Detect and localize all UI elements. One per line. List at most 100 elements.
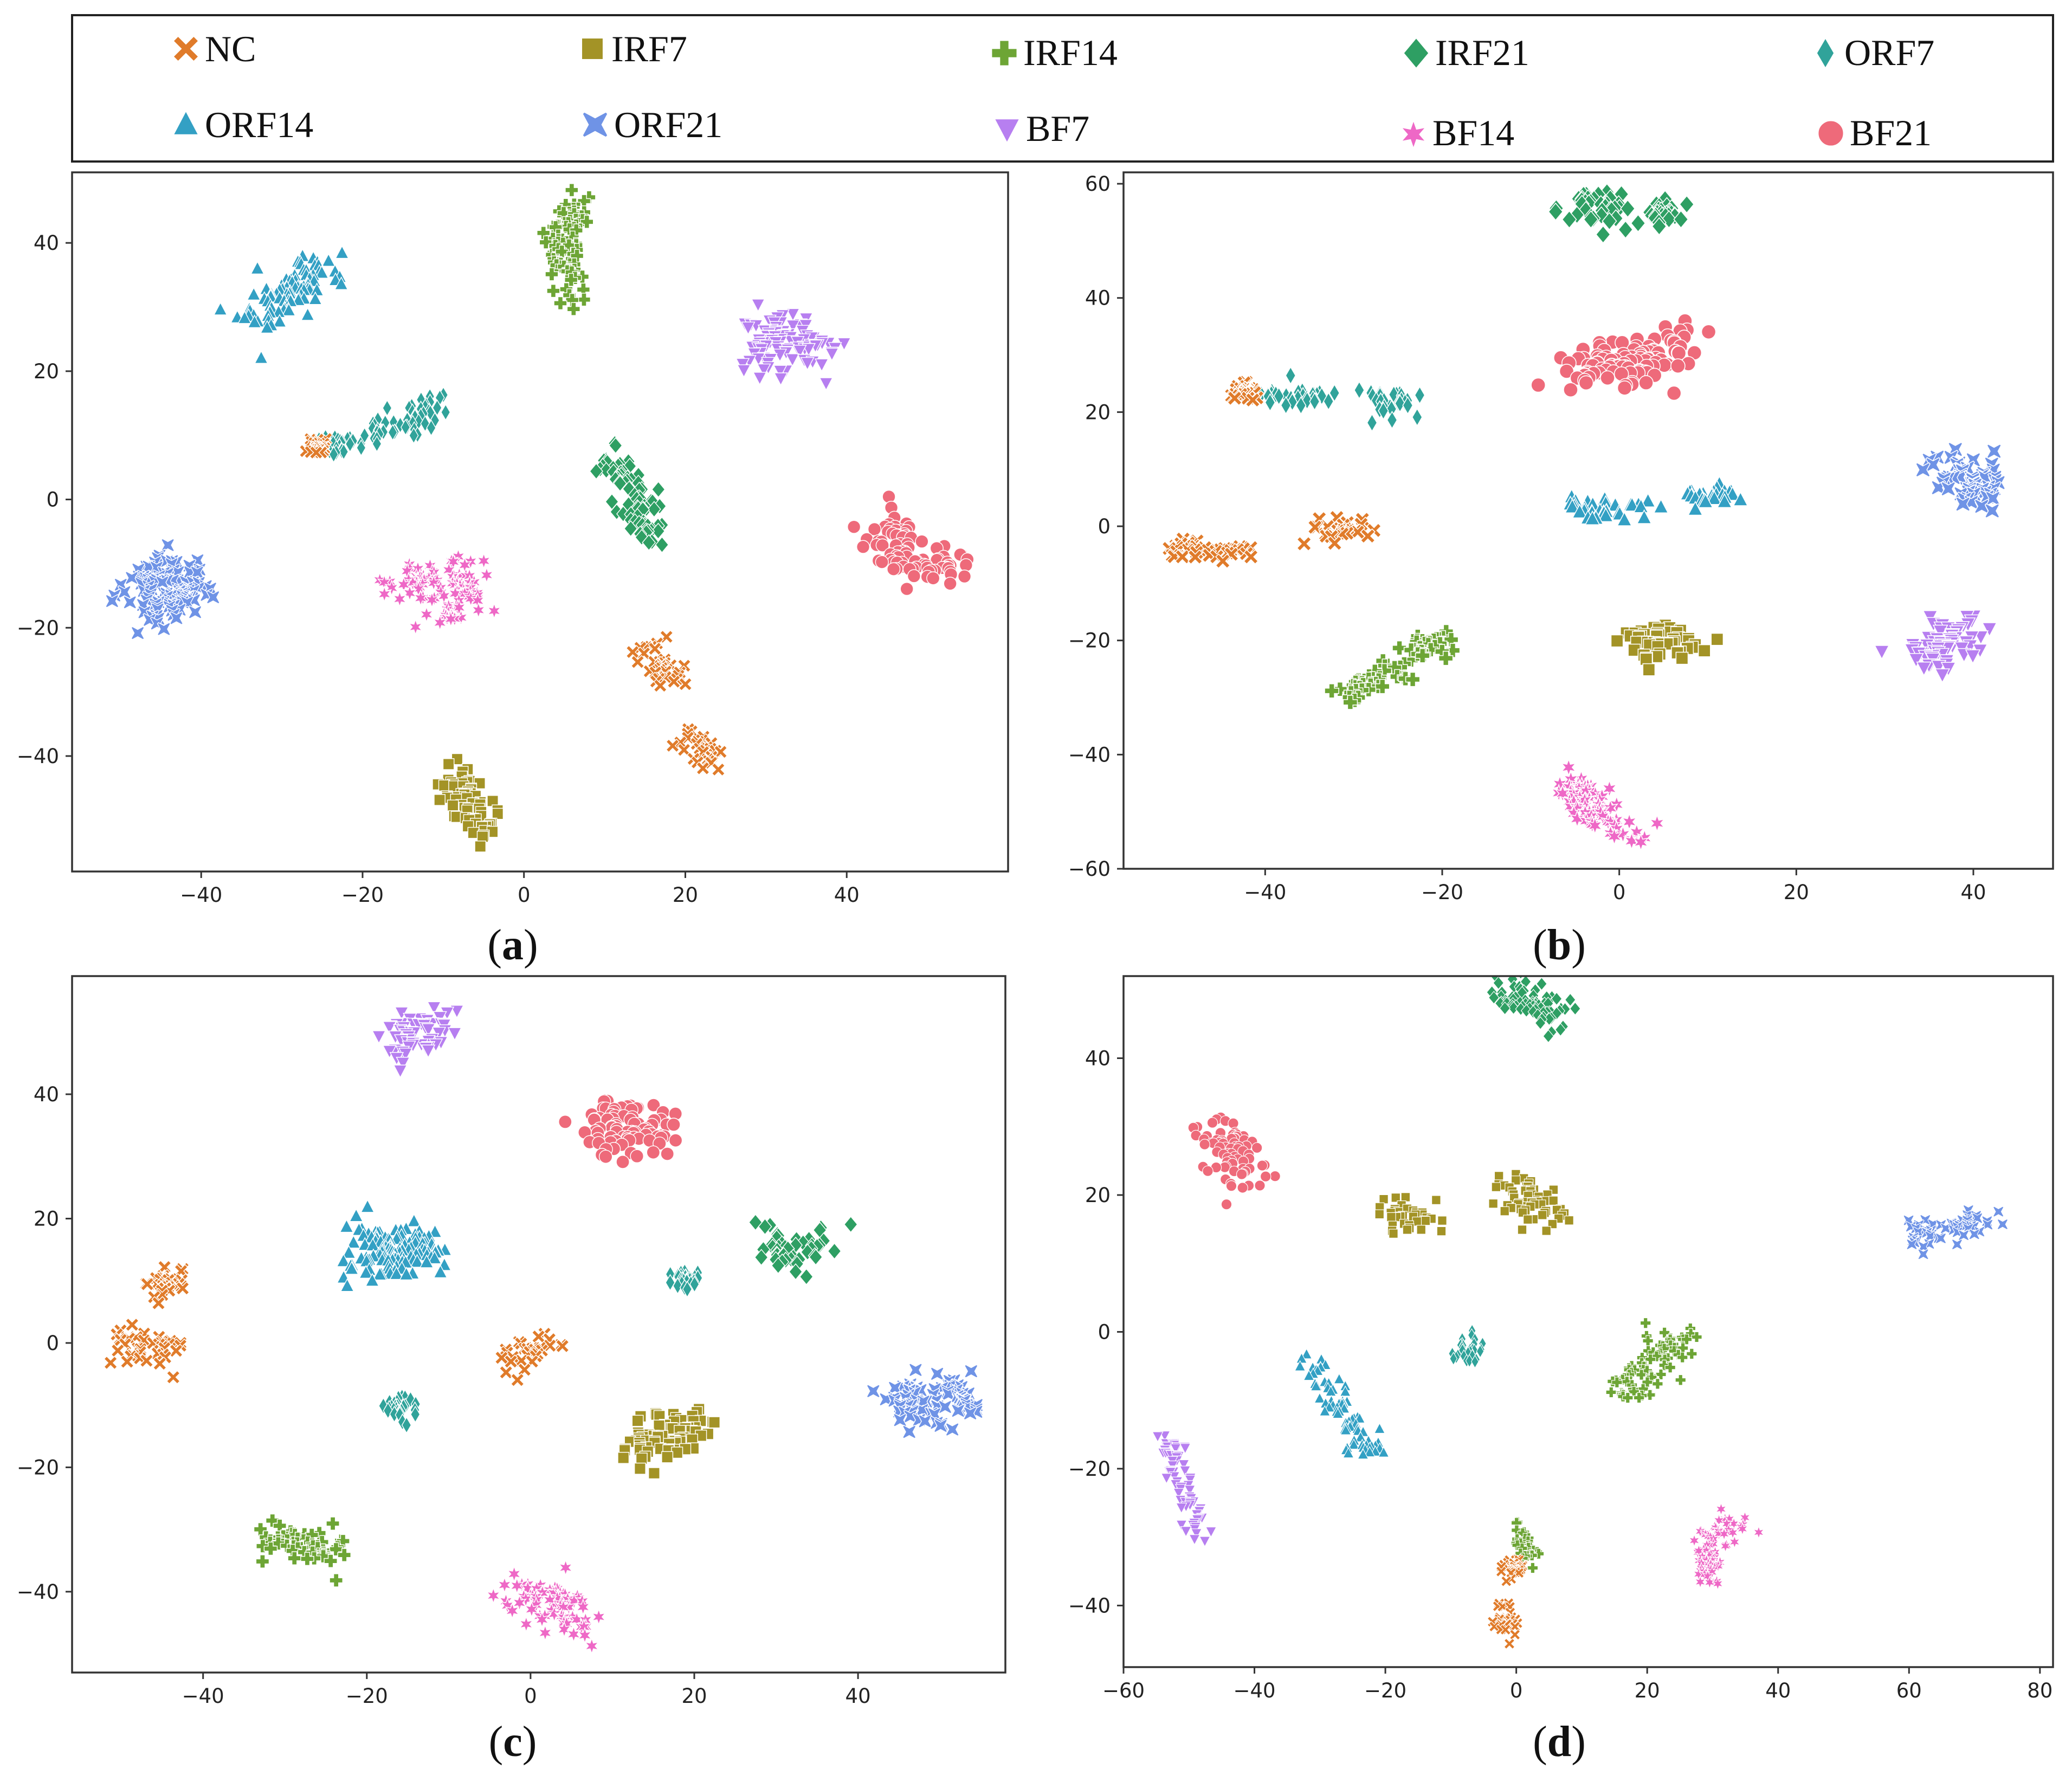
point-bf14 [1560,758,1577,777]
legend-item-nc: NC [171,28,256,69]
legend-symbol-orf21 [581,111,609,139]
legend-label-orf21: ORF21 [614,104,722,145]
point-nc [678,677,693,692]
cluster-bf7 [735,299,851,391]
point-irf21 [589,463,603,480]
point-irf21 [1542,1029,1554,1043]
panel-d-axes-frame [1122,975,2054,1668]
point-irf14 [326,1516,340,1531]
point-irf14 [256,1539,270,1553]
point-orf14 [410,1254,424,1268]
point-irf14 [1677,1342,1689,1354]
point-orf7 [673,1277,683,1295]
cluster-orf14 [1563,488,1669,526]
point-bf21 [1206,1117,1218,1128]
point-bf21 [1260,1171,1271,1182]
point-orf14 [308,291,322,305]
point-irf14 [1639,1317,1651,1329]
panel-b-caption: (b) [1533,921,1586,969]
point-bf14 [426,574,442,592]
cluster-nc [625,630,693,693]
point-irf7 [1537,1210,1547,1220]
point-orf21 [169,611,184,625]
point-orf14 [247,287,261,301]
legend-item-bf21: BF21 [1817,112,1932,153]
point-orf14 [1564,498,1580,514]
x-tick-label: −40 [1234,1679,1276,1702]
legend-frame [71,14,2054,163]
y-tick-label: −40 [17,1580,59,1604]
point-bf14 [566,1625,582,1643]
point-bf14 [1586,816,1603,835]
point-irf14 [1681,1333,1693,1345]
point-orf14 [1716,493,1733,508]
point-irf14 [564,273,578,287]
cluster-bf7 [1152,1430,1217,1547]
point-orf7 [1386,410,1398,430]
point-orf14 [237,310,252,324]
legend-marker-nc [171,34,201,63]
cluster-nc [103,1318,188,1385]
point-orf14 [336,1253,351,1267]
point-nc [648,642,662,656]
point-irf14 [1403,642,1419,658]
point-irf21 [754,1249,769,1266]
point-bf7 [1205,1526,1217,1538]
cluster-nc [1495,1553,1528,1587]
point-nc [1360,528,1376,544]
point-bf21 [1228,1118,1239,1129]
cluster-irf21 [1642,190,1695,236]
point-irf21 [647,501,661,518]
point-nc [1509,1629,1521,1641]
panel-a-caption: (a) [487,921,538,969]
point-nc [139,1353,154,1368]
point-bf7 [1173,1488,1185,1499]
panel-a: −40 −20 0 20 40 −40 −20 0 20 40 (a) [17,171,1009,969]
point-orf14 [1373,1422,1386,1434]
point-irf7 [634,1462,646,1475]
point-bf14 [577,1626,592,1644]
point-bf14 [1554,784,1571,803]
point-orf14 [272,314,287,327]
x-tick-label: 0 [518,883,531,907]
x-tick-label: 80 [2027,1679,2052,1702]
panel-d-caption: (d) [1533,1718,1586,1766]
legend-marker-bf21 [1817,119,1845,147]
point-bf7 [1184,1475,1196,1486]
point-orf14 [427,1250,442,1264]
panel-c: −40 −20 0 20 40 −40 −20 0 20 40 (c) [17,975,1006,1766]
point-irf14 [271,1536,286,1551]
legend-item-orf14: ORF14 [171,104,313,145]
point-orf7 [345,435,356,453]
point-irf14 [1658,1359,1670,1371]
point-irf7 [631,1415,644,1427]
cluster-irf7 [1610,618,1724,676]
cluster-bf21 [1531,313,1716,401]
legend-label-bf7: BF7 [1026,108,1089,149]
point-irf14 [1644,1389,1656,1401]
point-bf14 [591,1608,606,1626]
point-orf14 [1332,1408,1344,1419]
point-bf14 [377,585,392,603]
point-orf14 [1310,1380,1322,1391]
point-bf14 [1688,1533,1701,1548]
point-nc [140,1277,154,1292]
point-orf21 [1986,443,2002,459]
point-orf7 [405,1391,416,1409]
point-irf21 [1651,217,1667,236]
point-orf7 [1353,380,1365,400]
point-nc [1227,390,1243,406]
point-irf14 [1405,672,1421,687]
point-bf14 [432,614,448,631]
point-irf21 [809,1248,823,1266]
point-nc [713,745,728,759]
point-irf14 [1415,648,1430,663]
point-irf14 [1652,1378,1663,1390]
point-orf21 [1985,490,2000,506]
point-orf14 [1340,1424,1352,1435]
point-nc [696,761,710,776]
point-bf7 [449,1005,464,1019]
point-orf21 [1935,1232,1947,1244]
legend-label-irf7: IRF7 [611,28,687,69]
point-bf21 [616,1155,630,1169]
